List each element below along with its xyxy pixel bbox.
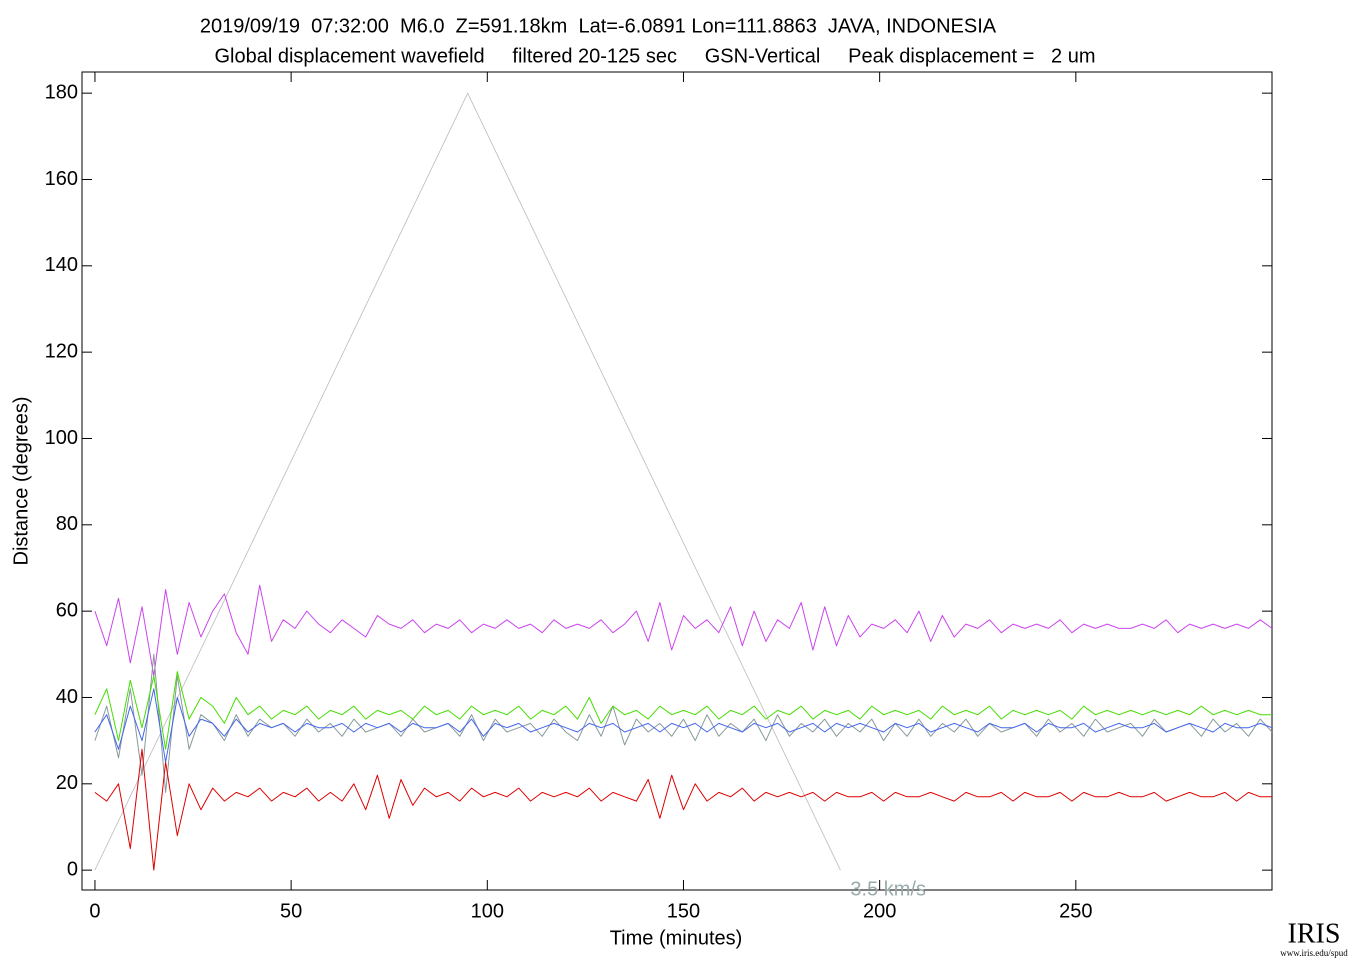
y-tick-label: 0 <box>67 858 78 880</box>
reference-line-label: 3.5 km/s <box>850 878 926 900</box>
trace <box>94 671 1272 750</box>
y-tick-label: 120 <box>45 340 78 362</box>
y-tick-label: 160 <box>45 168 78 190</box>
y-tick-label: 40 <box>56 686 78 708</box>
y-tick-label: 20 <box>56 772 78 794</box>
trace <box>94 688 1273 763</box>
chart-title: 2019/09/19 07:32:00 M6.0 Z=591.18km Lat=… <box>200 15 997 37</box>
trace <box>94 653 1273 793</box>
x-tick-label: 150 <box>667 900 700 922</box>
y-tick-label: 180 <box>45 81 78 103</box>
x-axis-label: Time (minutes) <box>610 927 743 949</box>
trace <box>94 584 1273 677</box>
logo-text: IRIS <box>1288 918 1341 949</box>
x-tick-label: 50 <box>280 900 302 922</box>
plot-frame <box>81 71 1273 891</box>
logo-url: www.iris.edu/spud <box>1280 948 1348 958</box>
y-tick-label: 140 <box>45 254 78 276</box>
y-tick-label: 100 <box>45 427 78 449</box>
y-tick-label: 60 <box>56 599 78 621</box>
x-tick-label: 250 <box>1059 900 1092 922</box>
reference-line <box>94 92 841 871</box>
x-tick-label: 200 <box>863 900 896 922</box>
x-tick-label: 0 <box>89 900 100 922</box>
trace <box>94 748 1272 871</box>
y-axis-label: Distance (degrees) <box>10 397 32 566</box>
y-tick-label: 80 <box>56 513 78 535</box>
chart-subtitle: Global displacement wavefield filtered 2… <box>215 45 1096 67</box>
x-tick-label: 100 <box>471 900 504 922</box>
